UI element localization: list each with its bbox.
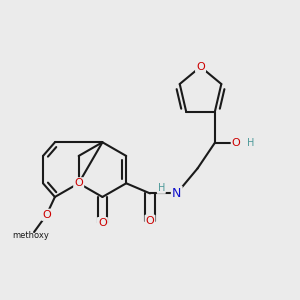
Text: O: O [42, 210, 51, 220]
Text: H: H [248, 138, 255, 148]
Text: O: O [146, 216, 154, 226]
Text: O: O [196, 62, 205, 72]
Text: methoxy: methoxy [12, 230, 49, 239]
Text: O: O [232, 138, 241, 148]
Text: H: H [158, 183, 165, 193]
Text: O: O [74, 178, 83, 188]
Text: N: N [172, 187, 182, 200]
Text: O: O [98, 218, 107, 228]
